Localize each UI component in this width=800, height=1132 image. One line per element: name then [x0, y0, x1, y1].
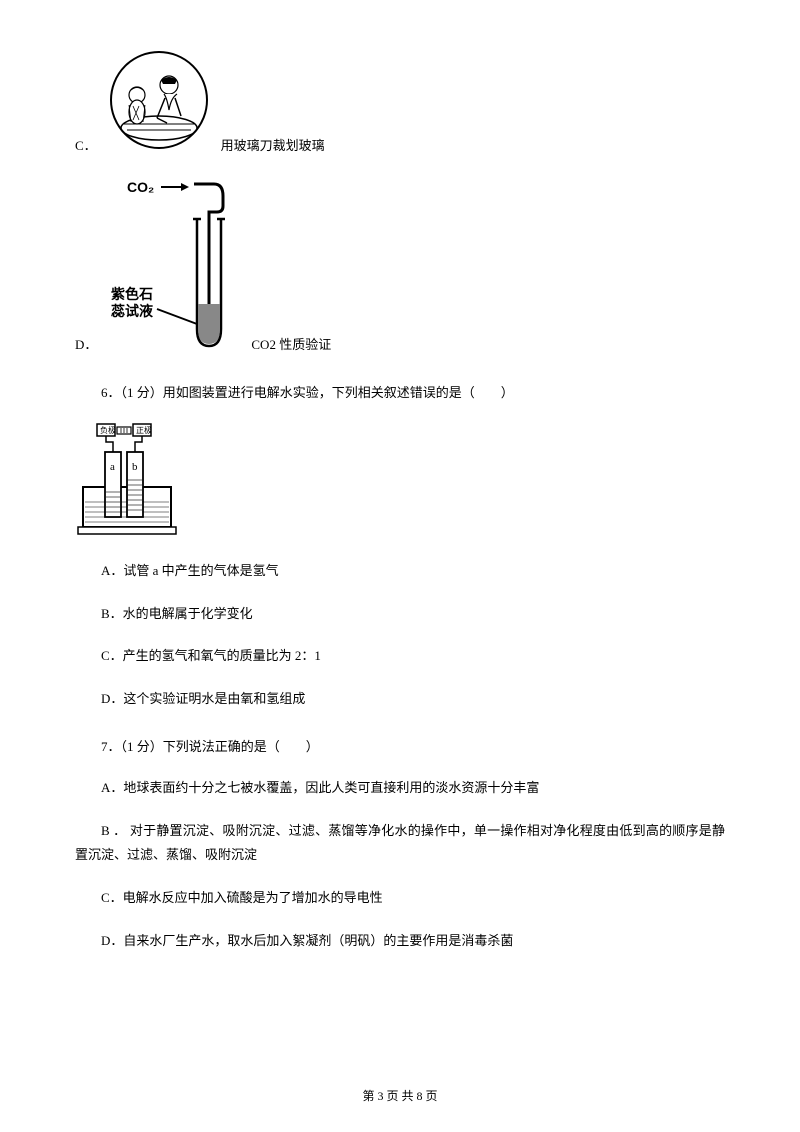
option-c-row: C． 用玻璃刀裁划玻璃	[75, 50, 725, 154]
q7-option-b: B ． 对于静置沉淀、吸附沉淀、过滤、蒸馏等净化水的操作中，单一操作相对净化程度…	[75, 819, 725, 868]
svg-text:紫色石: 紫色石	[111, 286, 153, 303]
q7-option-a: A．地球表面约十分之七被水覆盖，因此人类可直接利用的淡水资源十分丰富	[75, 776, 725, 801]
option-d-row: D． CO₂ 紫色石 蕊试液 CO2 性质验证	[75, 174, 725, 358]
q7-option-c: C．电解水反应中加入硫酸是为了增加水的导电性	[75, 886, 725, 911]
svg-text:蕊试液: 蕊试液	[111, 303, 154, 320]
q6-option-c: C．产生的氢气和氧气的质量比为 2：1	[75, 644, 725, 669]
svg-text:CO₂: CO₂	[127, 179, 154, 195]
page-footer: 第 3 页 共 8 页	[0, 1087, 800, 1104]
option-d-text: CO2 性质验证	[251, 334, 331, 353]
q6-option-a: A．试管 a 中产生的气体是氢气	[75, 559, 725, 584]
option-c-text: 用玻璃刀裁划玻璃	[221, 135, 325, 154]
svg-text:负极: 负极	[100, 425, 116, 435]
option-d-label: D．	[75, 334, 97, 353]
glass-cutting-figure	[109, 50, 209, 154]
electrolysis-figure: 负极 正极	[75, 422, 725, 541]
q7-option-d: D．自来水厂生产水，取水后加入絮凝剂（明矾）的主要作用是消毒杀菌	[75, 929, 725, 954]
svg-text:b: b	[132, 461, 138, 473]
q6-option-b: B．水的电解属于化学变化	[75, 602, 725, 627]
question-7: 7．（1 分）下列说法正确的是（ ）	[75, 736, 725, 758]
svg-text:正极: 正极	[136, 425, 152, 435]
option-c-label: C．	[75, 135, 97, 154]
co2-test-figure: CO₂ 紫色石 蕊试液	[109, 174, 239, 358]
svg-text:a: a	[110, 461, 115, 473]
question-6: 6．（1 分）用如图装置进行电解水实验，下列相关叙述错误的是（ ）	[75, 382, 725, 404]
q6-option-d: D．这个实验证明水是由氧和氢组成	[75, 687, 725, 712]
